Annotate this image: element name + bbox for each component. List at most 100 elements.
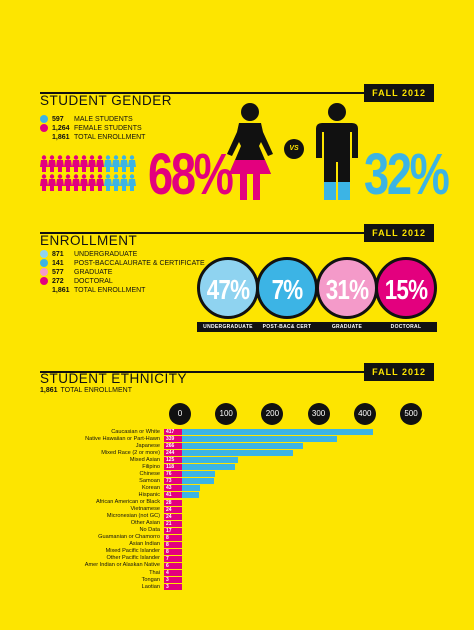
enrollment-circle-percentage: 15% bbox=[384, 274, 428, 305]
enrollment-legend-row: 141 POST-BACCALAURATE & CERTIFICATE bbox=[40, 259, 205, 268]
data-bar bbox=[182, 478, 214, 485]
data-bar-value-label: 244 bbox=[164, 450, 182, 457]
ethnicity-total: 1,861 TOTAL ENROLLMENT bbox=[40, 386, 132, 395]
gender-legend-row: 1,861 TOTAL ENROLLMENT bbox=[40, 133, 145, 142]
data-bar-value-label: 24 bbox=[164, 506, 182, 513]
female-percentage: 68% bbox=[148, 142, 234, 207]
data-bar-value-label: 24 bbox=[164, 513, 182, 520]
person-icon bbox=[88, 174, 96, 191]
enrollment-legend-label: UNDERGRADUATE bbox=[74, 251, 138, 258]
gender-section-title: STUDENT GENDER bbox=[40, 93, 173, 108]
enrollment-legend-label: DOCTORAL bbox=[74, 278, 113, 285]
data-bar bbox=[182, 485, 200, 492]
category-label: Laotian bbox=[141, 583, 160, 590]
gender-legend-row: 597 MALE STUDENTS bbox=[40, 115, 133, 124]
ethnicity-rule bbox=[40, 371, 434, 373]
data-bar bbox=[182, 464, 235, 471]
person-icon bbox=[80, 155, 88, 172]
gender-legend-number: 597 bbox=[52, 116, 64, 123]
person-icon bbox=[64, 174, 72, 191]
category-label: Thai bbox=[149, 569, 160, 576]
enrollment-rule bbox=[40, 232, 434, 234]
enrollment-legend-label: GRADUATE bbox=[74, 269, 113, 276]
enrollment-legend-row: 1,861 TOTAL ENROLLMENT bbox=[40, 286, 145, 295]
data-bar-value-label: 73 bbox=[164, 478, 182, 485]
category-label: African American or Black bbox=[95, 499, 160, 505]
gender-fall-tag: FALL 2012 bbox=[364, 84, 434, 102]
data-bar bbox=[182, 443, 303, 450]
person-icon bbox=[120, 174, 128, 191]
enrollment-circle-undergraduate: 47% bbox=[197, 257, 259, 319]
gender-legend-number: 1,264 bbox=[52, 125, 70, 132]
category-label: Other Asian bbox=[130, 520, 160, 527]
data-bar-value-label: 7 bbox=[164, 555, 182, 562]
data-bar-value-label: 118 bbox=[164, 464, 182, 471]
data-bar-value-label: 339 bbox=[164, 436, 182, 443]
x-axis-tick-label: 300 bbox=[307, 403, 330, 425]
enrollment-circle-label: UNDERGRADUATE bbox=[197, 322, 259, 332]
person-icon bbox=[48, 174, 56, 191]
data-bar bbox=[182, 457, 238, 464]
category-label: Chinese bbox=[139, 470, 160, 477]
gender-legend-dot bbox=[40, 124, 48, 133]
data-bar bbox=[182, 471, 216, 478]
data-bar-value-label: 8 bbox=[164, 548, 182, 555]
x-axis-tick-label: 0 bbox=[169, 403, 191, 425]
category-label: Tongan bbox=[141, 576, 160, 583]
data-bar-value-label: 41 bbox=[164, 492, 182, 499]
enrollment-legend-dot bbox=[40, 277, 48, 286]
ethnicity-fall-tag: FALL 2012 bbox=[364, 363, 434, 381]
enrollment-legend-number: 871 bbox=[52, 251, 64, 258]
data-bar bbox=[182, 492, 199, 499]
enrollment-circle-percentage: 7% bbox=[271, 274, 304, 305]
person-icon bbox=[48, 155, 56, 172]
category-label: Guamanian or Chamorro bbox=[98, 534, 160, 541]
category-label: Mixed Race (2 or more) bbox=[101, 449, 160, 456]
data-bar-value-label: 8 bbox=[164, 541, 182, 548]
enrollment-legend-row: 871 UNDERGRADUATE bbox=[40, 250, 137, 259]
data-bar-value-label: 28 bbox=[164, 499, 182, 506]
x-axis-tick-label: 200 bbox=[261, 403, 284, 425]
category-label: Korean bbox=[141, 484, 160, 491]
data-bar-value-label: 43 bbox=[164, 485, 182, 492]
male-percentage: 32% bbox=[364, 142, 450, 207]
person-icon bbox=[128, 174, 136, 191]
enrollment-legend-label: TOTAL ENROLLMENT bbox=[74, 287, 146, 294]
enrollment-legend-number: 1,861 bbox=[52, 287, 70, 294]
vs-badge: VS bbox=[284, 139, 304, 159]
ethnicity-section-title: STUDENT ETHNICITY bbox=[40, 371, 188, 386]
enrollment-legend-number: 577 bbox=[52, 269, 64, 276]
enrollment-circle-label: GRADUATE bbox=[316, 322, 378, 332]
enrollment-circle-label: POST-BAC& CERT bbox=[256, 322, 318, 332]
data-bar bbox=[182, 436, 337, 443]
gender-legend-dot bbox=[40, 115, 48, 124]
category-label: Amer Indian or Alaskan Native bbox=[84, 562, 160, 569]
data-bar-value-label: 417 bbox=[164, 429, 182, 435]
enrollment-legend-dot bbox=[40, 268, 48, 277]
person-icon bbox=[120, 155, 128, 172]
enrollment-section-title: ENROLLMENT bbox=[40, 233, 138, 248]
gender-legend-label: TOTAL ENROLLMENT bbox=[74, 134, 146, 141]
data-bar-value-label: 3 bbox=[164, 584, 182, 591]
data-bar-value-label: 3 bbox=[164, 577, 182, 584]
gender-legend-row: 1,264 FEMALE STUDENTS bbox=[40, 124, 142, 133]
person-icon bbox=[112, 174, 120, 191]
data-bar-value-label: 125 bbox=[164, 457, 182, 464]
gender-legend-label: FEMALE STUDENTS bbox=[74, 125, 142, 132]
category-label: Vietnamese bbox=[130, 506, 160, 513]
gender-legend-label: MALE STUDENTS bbox=[74, 116, 133, 123]
data-bar-value-label: 4 bbox=[164, 570, 182, 576]
vs-label: VS bbox=[289, 145, 299, 152]
enrollment-circle-percentage: 47% bbox=[206, 274, 250, 305]
category-label: Mixed Asian bbox=[129, 456, 160, 463]
data-bar-value-label: 76 bbox=[164, 471, 182, 478]
ethnicity-total-number: 1,861 bbox=[40, 387, 58, 394]
male-figure-icon bbox=[316, 103, 358, 200]
enrollment-legend-number: 141 bbox=[52, 260, 64, 267]
x-axis-tick-label: 500 bbox=[400, 403, 422, 425]
data-bar-value-label: 21 bbox=[164, 520, 182, 527]
person-icon bbox=[128, 155, 136, 172]
category-label: No Data bbox=[139, 527, 160, 534]
person-icon bbox=[80, 174, 88, 191]
enrollment-circle-post-bac-cert: 7% bbox=[256, 257, 318, 319]
